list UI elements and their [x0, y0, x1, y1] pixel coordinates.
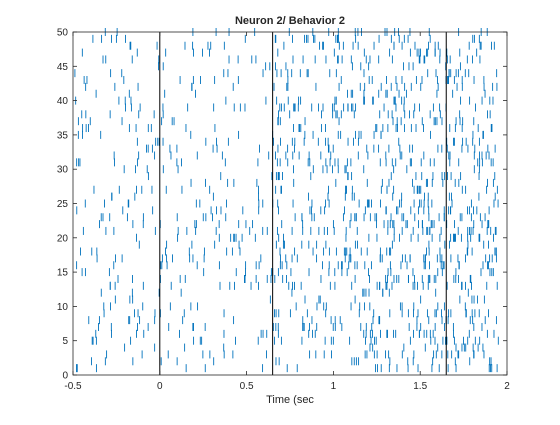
y-axis-ticks: 0 5 10 15 20 25 30 35 40 45 50	[57, 28, 507, 382]
y-tick-label: 45	[57, 62, 69, 73]
event-line-layer	[159, 32, 447, 375]
y-tick-label: 30	[57, 165, 69, 176]
x-tick-label: -0.5	[64, 381, 82, 392]
chart-title: Neuron 2/ Behavior 2	[235, 15, 345, 27]
x-axis-ticks: -0.5 0 0.5 1 1.5 2	[64, 32, 510, 392]
y-tick-label: 50	[57, 28, 69, 39]
y-tick-label: 20	[57, 233, 69, 244]
y-tick-label: 15	[57, 268, 69, 279]
x-tick-label: 0.5	[240, 381, 254, 392]
x-tick-label: 1.5	[413, 381, 427, 392]
y-tick-label: 5	[62, 336, 68, 347]
y-tick-label: 25	[57, 199, 69, 210]
y-tick-label: 0	[62, 371, 68, 382]
x-tick-label: 0	[157, 381, 163, 392]
x-tick-label: 1	[331, 381, 337, 392]
spike-layer	[74, 28, 499, 373]
y-tick-label: 35	[57, 130, 69, 141]
x-axis-label: Time (sec	[266, 394, 314, 406]
plot-area	[73, 32, 507, 375]
y-tick-label: 10	[57, 302, 69, 313]
x-tick-label: 2	[504, 381, 510, 392]
y-tick-label: 40	[57, 96, 69, 107]
